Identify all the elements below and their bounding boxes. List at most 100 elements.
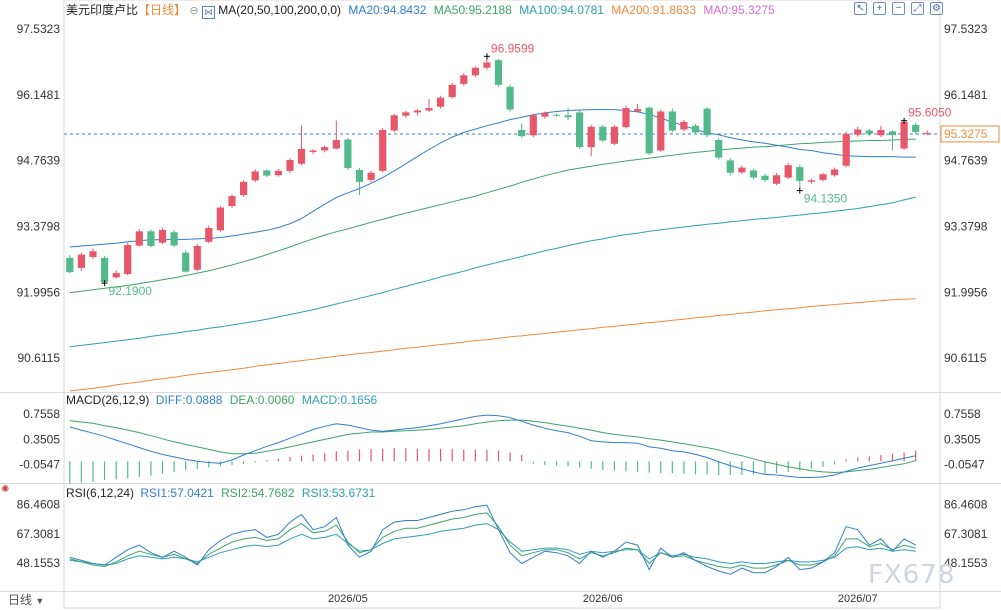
rsi-axis-label-right: 86.4608 xyxy=(944,497,988,511)
candle-body xyxy=(761,175,769,180)
candle-body xyxy=(460,75,468,84)
price-legend: 美元印度卢比【日线】 ⊖ ⋈ MA(20,50,100,200,0,0) MA2… xyxy=(66,2,775,19)
candle-body xyxy=(865,130,873,134)
date-axis-label: 2026/07 xyxy=(838,593,878,605)
price-axis-label-left: 90.6115 xyxy=(18,351,61,365)
candle-body xyxy=(367,172,375,180)
zoom-out-icon[interactable]: − xyxy=(892,2,905,15)
candle-body xyxy=(773,175,781,184)
price-axis-label-right: 91.9956 xyxy=(944,285,988,299)
rsi1-line xyxy=(69,504,916,575)
candle-body xyxy=(668,111,676,131)
candle-body xyxy=(251,171,259,181)
period-selector[interactable]: 日线 ▼ xyxy=(0,592,66,609)
macd-axis-label-right: 0.7558 xyxy=(944,407,981,421)
candle-body xyxy=(263,170,271,176)
candle-body xyxy=(158,229,167,243)
candle-body xyxy=(854,129,862,135)
candle-body xyxy=(715,140,723,158)
macd-hist-value: MACD:0.1656 xyxy=(301,393,378,407)
candle-body xyxy=(182,252,190,272)
mouse-icon[interactable]: ↖ xyxy=(854,2,867,15)
candle-body xyxy=(703,108,711,136)
candle-body xyxy=(135,231,143,246)
macd-axis-label-left: 0.3505 xyxy=(23,432,60,446)
candle-body xyxy=(912,124,920,132)
candle-body xyxy=(344,139,352,168)
candle-body xyxy=(807,180,815,182)
ma200-value: MA200:91.8633 xyxy=(611,3,696,17)
candle-body xyxy=(471,67,479,76)
high-label: 96.9599 xyxy=(491,41,535,55)
candle-body xyxy=(147,231,155,246)
macd-dea-line xyxy=(69,419,916,474)
candle-body xyxy=(599,126,607,141)
zoom-in-icon[interactable]: + xyxy=(873,2,886,15)
rsi2-line xyxy=(69,512,916,569)
candle-body xyxy=(796,167,804,181)
candle-body xyxy=(413,110,421,113)
price-axis-label-left: 93.3798 xyxy=(17,220,61,234)
candle-body xyxy=(101,257,109,283)
rsi-params: RSI(6,12,24) xyxy=(66,486,135,500)
ma100-value: MA100:94.0781 xyxy=(519,3,604,17)
candle-body xyxy=(379,130,387,171)
rsi-axis-label-left: 48.1553 xyxy=(17,556,61,570)
candle-body xyxy=(332,140,340,149)
candle-body xyxy=(355,170,364,182)
chevron-down-icon: ▼ xyxy=(35,596,45,606)
candle-body xyxy=(77,254,85,268)
ma-icon: ⋈ xyxy=(201,6,215,19)
candle-body xyxy=(483,62,491,68)
eye-toggle-icon[interactable]: ⊖ xyxy=(189,5,199,17)
macd-dea-value: DEA:0.0060 xyxy=(229,393,295,407)
candle-body xyxy=(309,150,317,152)
price-axis-label-right: 90.6115 xyxy=(944,351,987,365)
macd-diff-value: DIFF:0.0888 xyxy=(155,393,223,407)
candle-body xyxy=(552,114,561,116)
candle-body xyxy=(691,125,700,133)
symbol-name: 美元印度卢比 xyxy=(66,3,139,17)
candle-body xyxy=(529,115,537,136)
high-label: 95.6050 xyxy=(908,106,952,120)
expand-icon[interactable]: ⤢ xyxy=(911,2,924,15)
price-axis-label-right: 96.1481 xyxy=(944,88,988,102)
candle-body xyxy=(587,126,595,148)
candle-body xyxy=(321,147,329,151)
last-price-tag xyxy=(940,125,1000,143)
price-axis-label-right: 97.5323 xyxy=(944,22,988,36)
price-axis-label-left: 91.9956 xyxy=(17,285,61,299)
candle-body xyxy=(518,130,526,137)
candle-body xyxy=(297,149,306,164)
macd-axis-label-right: -0.0547 xyxy=(944,458,985,472)
rsi-axis-label-right: 48.1553 xyxy=(944,556,988,570)
candle-body xyxy=(193,246,201,270)
plot-frame xyxy=(63,0,941,609)
candle-body xyxy=(286,160,294,171)
rsi1-value: RSI1:57.0421 xyxy=(140,486,214,500)
candle-body xyxy=(205,228,213,242)
ma0-value: MA0:95.3275 xyxy=(703,3,775,17)
macd-axis-label-left: 0.7558 xyxy=(23,407,60,421)
crosshair-icon[interactable]: ✺ xyxy=(1,484,10,495)
candle-body xyxy=(274,170,282,176)
watermark: FX678 xyxy=(868,560,956,590)
ma-params: MA(20,50,100,200,0,0) xyxy=(218,3,342,17)
candle-body xyxy=(494,60,503,85)
candle-body xyxy=(819,174,827,180)
low-label: 94.1350 xyxy=(804,192,848,206)
candle-body xyxy=(680,121,688,130)
candle-body xyxy=(749,170,758,178)
candle-body xyxy=(877,130,885,136)
rsi2-value: RSI2:54.7682 xyxy=(221,486,295,500)
candle-body xyxy=(216,207,224,231)
candle-body xyxy=(900,121,908,149)
date-axis-label: 2026/06 xyxy=(583,593,623,605)
candle-body xyxy=(657,111,665,151)
candle-body xyxy=(170,232,178,246)
settings-icon[interactable]: ⚙ xyxy=(930,2,943,15)
period-label: 【日线】 xyxy=(138,3,187,17)
candle-body xyxy=(888,131,897,136)
candle-body xyxy=(89,251,97,257)
